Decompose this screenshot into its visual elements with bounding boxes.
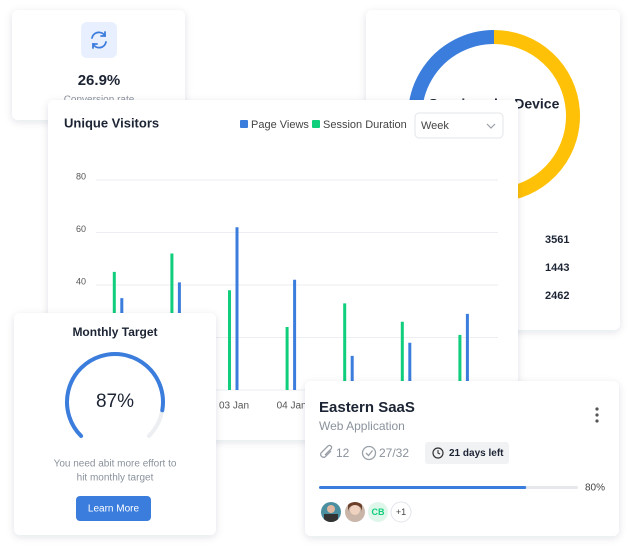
device-value: 2462 bbox=[545, 290, 569, 302]
card-bg bbox=[12, 10, 185, 120]
y-tick-label: 60 bbox=[76, 224, 86, 234]
extra-members: +1 bbox=[396, 507, 406, 517]
legend-swatch bbox=[312, 120, 320, 128]
button-label: Learn More bbox=[88, 504, 140, 515]
attachments-count: 12 bbox=[336, 446, 350, 460]
clock-icon bbox=[432, 447, 444, 459]
device-value: 1443 bbox=[545, 262, 569, 274]
avatar-initials-bg bbox=[368, 502, 388, 522]
target-message: You need abit more effort to bbox=[54, 459, 177, 470]
bar bbox=[408, 342, 412, 390]
legend-label: Page Views bbox=[251, 119, 309, 131]
deadline-badge bbox=[425, 442, 509, 464]
progress-label: 80% bbox=[585, 483, 605, 494]
avatar bbox=[321, 502, 341, 522]
target-message: hit monthly target bbox=[77, 473, 154, 484]
y-tick-label: 40 bbox=[76, 276, 86, 286]
check-mark bbox=[365, 450, 374, 457]
tasks-count: 27/32 bbox=[379, 446, 409, 460]
device-value: 3561 bbox=[545, 234, 569, 246]
progress-fill bbox=[319, 486, 527, 489]
avatar-initials: CB bbox=[372, 507, 385, 517]
select-value: Week bbox=[421, 120, 449, 132]
paperclip-icon bbox=[320, 444, 333, 458]
conversion-value: 26.9% bbox=[78, 72, 121, 89]
chart-title: Unique Visitors bbox=[64, 115, 159, 130]
x-tick-label: 03 Jan bbox=[219, 401, 249, 412]
refresh-icon bbox=[91, 31, 107, 49]
bar bbox=[235, 227, 239, 390]
donut-segment bbox=[493, 30, 580, 202]
more-members-bg bbox=[390, 501, 412, 523]
bar bbox=[465, 313, 469, 390]
deadline-text: 21 days left bbox=[449, 448, 504, 459]
legend-swatch bbox=[240, 120, 248, 128]
select-caret bbox=[486, 123, 496, 129]
period-select[interactable] bbox=[414, 112, 504, 139]
more-menu[interactable] bbox=[595, 407, 599, 423]
gauge-fill bbox=[65, 352, 165, 438]
clock-hands bbox=[437, 450, 441, 455]
bar bbox=[285, 327, 289, 390]
y-tick-label: 80 bbox=[76, 171, 86, 181]
legend-label: Session Duration bbox=[323, 119, 407, 131]
learn-more-button[interactable] bbox=[76, 496, 151, 521]
project-subtitle: Web Application bbox=[319, 419, 405, 433]
project-card: Eastern SaaS Web Application 12 27/32 21 day… bbox=[305, 381, 619, 536]
x-tick-label: 04 Jan bbox=[277, 401, 307, 412]
gauge-label: 87% bbox=[96, 391, 134, 412]
bar bbox=[400, 321, 404, 390]
check-icon bbox=[361, 445, 377, 461]
bar bbox=[350, 355, 354, 390]
card-bg bbox=[14, 313, 216, 535]
target-title: Monthly Target bbox=[72, 325, 157, 339]
bar bbox=[228, 290, 231, 390]
target-card: Monthly Target 87% You need abit more effo… bbox=[14, 313, 216, 535]
project-title: Eastern SaaS bbox=[319, 399, 415, 416]
bar bbox=[458, 334, 462, 390]
bar bbox=[293, 279, 297, 390]
bar bbox=[343, 303, 347, 390]
icon-bg bbox=[81, 22, 117, 58]
